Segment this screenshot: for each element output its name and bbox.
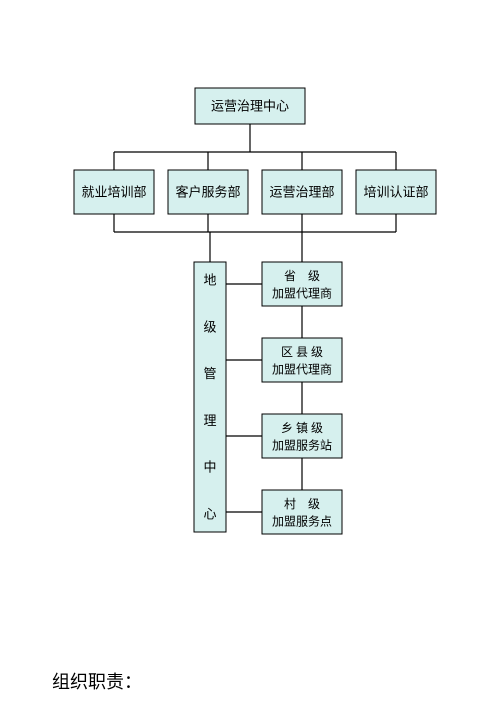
svg-text:培训认证部: 培训认证部 bbox=[363, 185, 428, 200]
svg-text:运营治理部: 运营治理部 bbox=[269, 185, 334, 200]
svg-text:客户服务部: 客户服务部 bbox=[175, 185, 240, 200]
svg-text:理: 理 bbox=[203, 413, 216, 428]
svg-text:加盟代理商: 加盟代理商 bbox=[272, 362, 332, 377]
svg-text:就业培训部: 就业培训部 bbox=[81, 185, 146, 200]
footer-label: 组织职责： bbox=[52, 668, 142, 694]
svg-text:乡 镇 级: 乡 镇 级 bbox=[281, 421, 323, 435]
svg-text:村 级: 村 级 bbox=[284, 497, 320, 511]
org-chart: 运营治理中心就业培训部 客户服务部 运营治理部 培训认证部地级管理中心 省 级加盟代理商… bbox=[0, 0, 500, 708]
svg-text:管: 管 bbox=[203, 366, 216, 381]
svg-text:运营治理中心: 运营治理中心 bbox=[211, 99, 289, 114]
svg-text:地: 地 bbox=[203, 273, 216, 288]
mgmt-center-box bbox=[194, 262, 226, 532]
svg-text:加盟代理商: 加盟代理商 bbox=[272, 286, 332, 301]
svg-text:中: 中 bbox=[203, 460, 216, 475]
svg-text:省 级: 省 级 bbox=[284, 269, 320, 283]
svg-text:加盟服务点: 加盟服务点 bbox=[272, 514, 332, 529]
svg-text:区 县 级: 区 县 级 bbox=[281, 345, 323, 359]
svg-text:加盟服务站: 加盟服务站 bbox=[272, 438, 332, 453]
svg-text:心: 心 bbox=[203, 507, 216, 522]
svg-text:级: 级 bbox=[203, 319, 216, 334]
